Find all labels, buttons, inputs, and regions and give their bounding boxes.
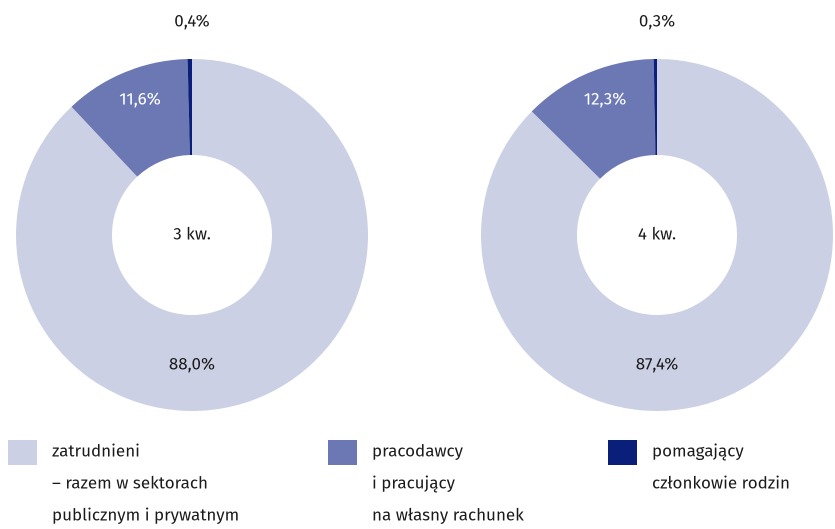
value-label: 0,3% [639,10,675,31]
value-label: 12,3% [584,88,627,109]
legend-swatch [608,440,637,465]
legend-label: i pracujący [372,472,456,493]
legend-label: – razem w sektorach [52,472,208,493]
value-label: 11,6% [119,88,161,109]
legend-swatch [328,440,357,465]
donut-slice [187,59,192,156]
donut-slice [481,59,834,412]
legend-label: pracodawcy [372,440,464,461]
center-label: 4 kw. [638,223,676,244]
legend-label: na własny rachunek [372,504,524,525]
legend-label: zatrudnieni [52,440,140,461]
legend-label: publicznym i prywatnym [52,504,239,525]
value-label: 88,0% [169,353,215,374]
legend-label: członkowie rodzin [652,472,790,493]
donut-slice [71,59,190,177]
value-label: 87,4% [636,353,679,374]
value-label: 0,4% [174,10,209,31]
donut-slice [15,59,368,411]
donut-slice [531,59,656,179]
legend-swatch [8,440,37,465]
legend-label: pomagający [652,440,744,461]
center-label: 3 kw. [173,223,211,244]
donut-slice [653,59,657,156]
